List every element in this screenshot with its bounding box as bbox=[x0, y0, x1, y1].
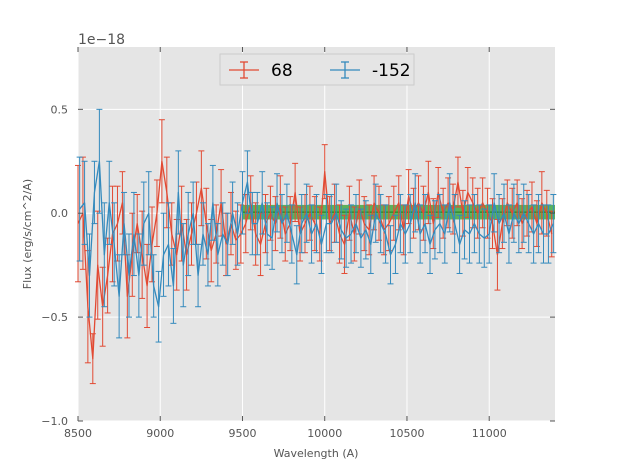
series-line bbox=[79, 160, 554, 308]
x-tick-label: 8500 bbox=[64, 427, 92, 440]
axis-ticks: 8500 9000 9500 10000 10500 11000 −1.0 −0.5 0.0 0.… bbox=[41, 47, 555, 440]
legend-entries: 68 -152 bbox=[229, 61, 411, 81]
x-tick-label: 11000 bbox=[472, 427, 507, 440]
y-axis-label: Flux (erg/s/cm^2/A) bbox=[21, 179, 34, 289]
y-tick-label: −1.0 bbox=[41, 415, 68, 428]
legend-label: -152 bbox=[372, 61, 411, 81]
x-tick-label: 10500 bbox=[389, 427, 424, 440]
y-tick-label: 0.5 bbox=[51, 103, 69, 116]
y-offset-label: 1e−18 bbox=[78, 32, 125, 48]
x-tick-label: 9000 bbox=[146, 427, 174, 440]
series-line bbox=[77, 160, 553, 360]
x-axis-label: Wavelength (A) bbox=[274, 447, 359, 460]
x-tick-label: 9500 bbox=[228, 427, 256, 440]
legend: 68 -152 bbox=[219, 53, 415, 86]
x-tick-label: 10000 bbox=[307, 427, 342, 440]
y-tick-label: 0.0 bbox=[51, 207, 69, 220]
legend-label: 68 bbox=[271, 61, 293, 81]
series-layer bbox=[75, 108, 557, 385]
legend-entry: -152 bbox=[330, 61, 411, 81]
y-tick-label: −0.5 bbox=[41, 311, 68, 324]
series-2 bbox=[76, 108, 557, 343]
legend-entry: 68 bbox=[229, 61, 293, 81]
